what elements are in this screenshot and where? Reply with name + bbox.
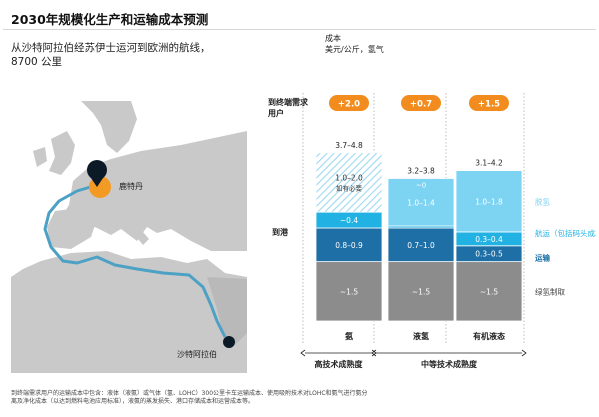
map-land-africa-arabia [11,251,247,373]
footnote: 到终端需求用户的运输成本中包含：液体（液氨）或气体（氢、LOHC）300公里卡车… [11,390,591,406]
bar-segment-label: 0.7–1.0 [407,241,435,250]
bar-segment [315,227,383,263]
group-label: 中等技术成熟度 [421,359,478,369]
end-user-addition-value: +2.0 [338,100,360,110]
map-land-arabia [207,277,247,345]
bar-segment-label: 1.0–2.0 [335,173,363,182]
group-bracket-arrow-left [371,349,377,357]
bar-segment-label: ~1.5 [340,287,358,296]
destination-label: 鹿特丹 [119,181,143,191]
infographic-frame: 2030年规模化生产和运输成本预测 从沙特阿拉伯经苏伊士运河到欧洲的航线， 87… [3,3,596,414]
route-description-line-1: 从沙特阿拉伯经苏伊士运河到欧洲的航线， [11,42,211,54]
origin-marker [223,336,235,348]
category-label: 氨 [345,331,353,341]
bar-segment-label: 0.3–0.5 [475,250,503,259]
cost-unit-label: 成本 美元/公斤，氢气 [325,33,384,55]
end-user-addition-badge [469,95,509,111]
end-user-addition-badge [401,95,441,111]
bar-segment-label-small: ~0 [416,182,426,190]
legend-label: 运输 [535,253,550,263]
bar-segment [315,152,383,213]
category-label: 液氢 [413,331,429,341]
bar-segment-label: 如有必要 [336,183,363,192]
legend-label: 脱氢 [535,196,550,206]
bar-segment [455,170,523,233]
map-land-ireland [33,147,47,167]
bar-segment [315,261,383,322]
end-user-addition-badge [329,95,369,111]
map-land-scandinavia [81,101,137,153]
category-label: 有机液态 [473,331,505,341]
legend-label: 绿氢制取 [535,286,565,296]
bar-segment-label: ~0.4 [340,216,358,225]
title-divider [3,29,596,30]
end-user-addition-value: +1.5 [478,100,500,110]
destination-pin-point [89,175,105,187]
group-bracket-arrow-left [300,349,306,357]
row-label-port: 到港 [272,227,289,237]
map-land-uk [49,131,75,175]
origin-label: 沙特阿拉伯 [177,349,217,359]
shipping-route [43,183,227,338]
cost-unit-line-1: 成本 [325,34,341,43]
bar-total-label: 3.7–4.8 [335,141,363,150]
cost-unit-line-2: 美元/公斤，氢气 [325,45,384,54]
footnote-line-2: 离及净化成本（以达到燃料电池应用标准），液氨的蒸发损失、港口存储成本和运营成本等… [11,398,255,405]
map-land-europe [59,131,247,251]
map-land-italy [117,205,149,245]
route-description-line-2: 8700 公里 [11,56,63,68]
row-label-end-user-line-2: 用户 [267,108,284,118]
bar-segment-label: 0.3–0.4 [475,235,503,244]
group-label: 高技术成熟度 [315,359,364,369]
bar-total-label: 3.1–4.2 [475,159,503,168]
route-description: 从沙特阿拉伯经苏伊士运河到欧洲的航线， 8700 公里 [11,41,271,69]
bar-segment [387,227,455,263]
bar-segment-label: ~1.5 [412,287,430,296]
end-user-addition-value: +0.7 [410,100,432,110]
bar-total-label: 3.2–3.8 [407,167,435,176]
bar-segment [387,178,455,227]
bar-segment [455,261,523,322]
map-land-iberia [47,207,97,249]
legend-label: 航运（包括码头成本） [535,228,596,238]
bar-segment-label: 0.8–0.9 [335,241,363,250]
page-title: 2030年规模化生产和运输成本预测 [11,12,209,27]
bar-segment-label: 1.0–1.8 [475,197,503,206]
footnote-line-1: 到终端需求用户的运输成本中包含：液体（液氨）或气体（氢、LOHC）300公里卡车… [11,390,368,397]
route-map: 鹿特丹 沙特阿拉伯 [11,101,247,373]
group-bracket-arrow-right [521,349,527,357]
row-label-end-user-line-1: 到终端需求 [268,97,309,107]
bar-segment-label: ~1.5 [480,287,498,296]
bar-segment-label: 1.0–1.4 [407,198,435,207]
